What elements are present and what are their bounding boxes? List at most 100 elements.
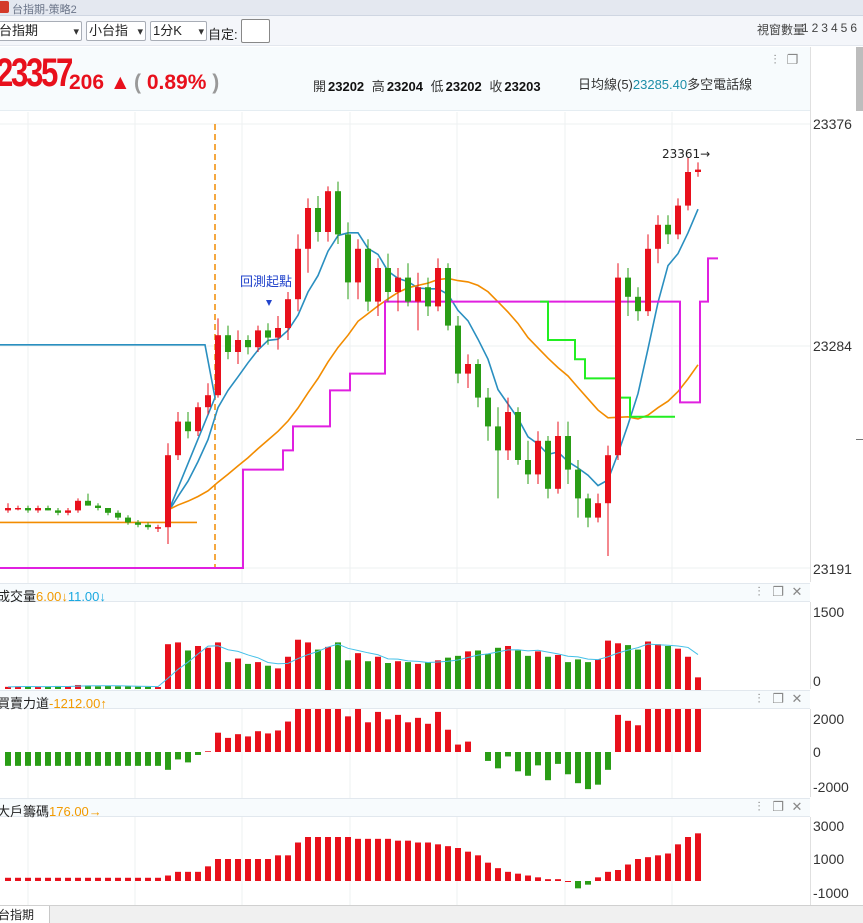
copy-icon[interactable]: ❐	[772, 799, 784, 814]
band-line-green	[540, 300, 675, 418]
candle-body	[345, 234, 351, 283]
chip-bar	[255, 859, 261, 881]
close-icon[interactable]: ✕	[791, 584, 803, 599]
candle-body	[315, 208, 321, 232]
candle-body	[385, 268, 391, 292]
volume-bar	[535, 651, 541, 689]
settings-sliders-icon[interactable]: ⫶	[757, 799, 761, 814]
volume-bar	[335, 642, 341, 689]
chip-bar	[25, 877, 31, 881]
volume-bar	[525, 655, 531, 689]
window-count-2[interactable]: 2	[811, 21, 819, 35]
window-count-6[interactable]: 6	[850, 21, 857, 35]
candle-body	[495, 426, 501, 451]
volume-bar	[455, 655, 461, 689]
settings-sliders-icon[interactable]: ⫶	[757, 691, 761, 706]
candle-body	[415, 287, 421, 302]
symbol-select[interactable]: 台指期 ▾	[0, 21, 82, 41]
backtest-annotation: 回測起點	[240, 275, 292, 290]
candle-body	[645, 248, 651, 312]
volume-bar	[215, 642, 221, 689]
force-bar	[355, 705, 361, 752]
volume-bar	[555, 654, 561, 689]
window-count-5[interactable]: 5	[840, 21, 848, 35]
force-bar	[55, 752, 61, 766]
copy-icon[interactable]: ❐	[772, 691, 784, 706]
force-bar	[75, 752, 81, 766]
chip-bar	[515, 873, 521, 881]
candle-body	[525, 460, 531, 475]
volume-panel-tools: ⫶ ❐ ✕	[747, 585, 804, 599]
volume-bar	[495, 647, 501, 689]
force-y-top: 2000	[813, 711, 845, 727]
candle-body	[115, 512, 121, 518]
chip-bar	[285, 855, 291, 881]
side-scrollbar[interactable]	[855, 47, 863, 440]
candle-body	[295, 248, 301, 300]
candle-body	[685, 172, 691, 206]
force-bar	[365, 722, 371, 752]
candle-body	[125, 517, 131, 523]
force-bar	[395, 714, 401, 752]
chip-bar	[95, 877, 101, 881]
force-y-axis	[810, 709, 856, 797]
volume-bar	[645, 641, 651, 689]
volume-bar	[135, 686, 141, 689]
force-bar	[565, 752, 571, 775]
up-arrow-icon: ▲	[109, 71, 131, 94]
chevron-down-icon: ▾	[198, 26, 204, 38]
force-bar	[575, 752, 581, 784]
window-count-4[interactable]: 4	[830, 21, 838, 35]
volume-bar	[515, 650, 521, 689]
volume-panel-header: 成交量6.00↓11.00↓ ⫶ ❐ ✕	[0, 583, 810, 604]
chip-bar	[545, 879, 551, 881]
volume-bar	[435, 660, 441, 689]
force-bar	[275, 730, 281, 752]
force-panel-tools: ⫶ ❐ ✕	[747, 692, 804, 706]
chip-bar	[605, 871, 611, 881]
copy-icon[interactable]: ❐	[772, 584, 784, 599]
force-bar	[155, 752, 161, 766]
force-title: 買賣力道-1212.00↑	[0, 693, 107, 712]
volume-bar	[125, 686, 131, 689]
force-bar	[515, 752, 521, 772]
force-bar	[685, 682, 691, 752]
tab-symbol[interactable]: 台指期	[0, 906, 50, 923]
force-bar	[105, 752, 111, 766]
bottom-tab-bar: 台指期	[0, 905, 863, 923]
chip-y-top: 3000	[813, 818, 845, 834]
force-bar	[425, 723, 431, 752]
close-icon[interactable]: ✕	[791, 799, 803, 814]
force-bar	[585, 752, 591, 790]
interval-select-value: 1分K	[153, 23, 182, 38]
window-count-1[interactable]: 1	[801, 21, 809, 35]
scrollbar-thumb[interactable]	[856, 47, 863, 111]
chip-bar	[235, 859, 241, 881]
interval-select[interactable]: 1分K ▾	[150, 21, 207, 41]
volume-ma-line	[7, 643, 699, 688]
force-bar	[485, 752, 491, 761]
custom-input[interactable]	[241, 19, 270, 43]
volume-bar	[255, 662, 261, 689]
force-bar	[525, 752, 531, 776]
settings-sliders-icon[interactable]: ⫶	[757, 584, 761, 599]
volume-bar	[75, 684, 81, 689]
candle-body	[675, 205, 681, 235]
chip-bar	[365, 838, 371, 881]
copy-icon[interactable]: ❐	[786, 52, 799, 67]
candle-body	[355, 248, 361, 283]
main-chart[interactable]: 回測起點 23361→	[0, 0, 810, 923]
chip-bar	[585, 881, 591, 885]
window-count-3[interactable]: 3	[821, 21, 828, 35]
candle-body	[695, 169, 701, 172]
candle-body	[485, 397, 491, 427]
compare-select[interactable]: 小台指 ▾	[86, 21, 146, 41]
force-panel-header: 買賣力道-1212.00↑ ⫶ ❐ ✕	[0, 690, 810, 712]
chip-bar	[125, 877, 131, 881]
volume-bar	[655, 644, 661, 689]
close-icon[interactable]: ✕	[791, 691, 803, 706]
candle-body	[25, 508, 31, 511]
settings-sliders-icon[interactable]: ⫶	[773, 52, 777, 67]
